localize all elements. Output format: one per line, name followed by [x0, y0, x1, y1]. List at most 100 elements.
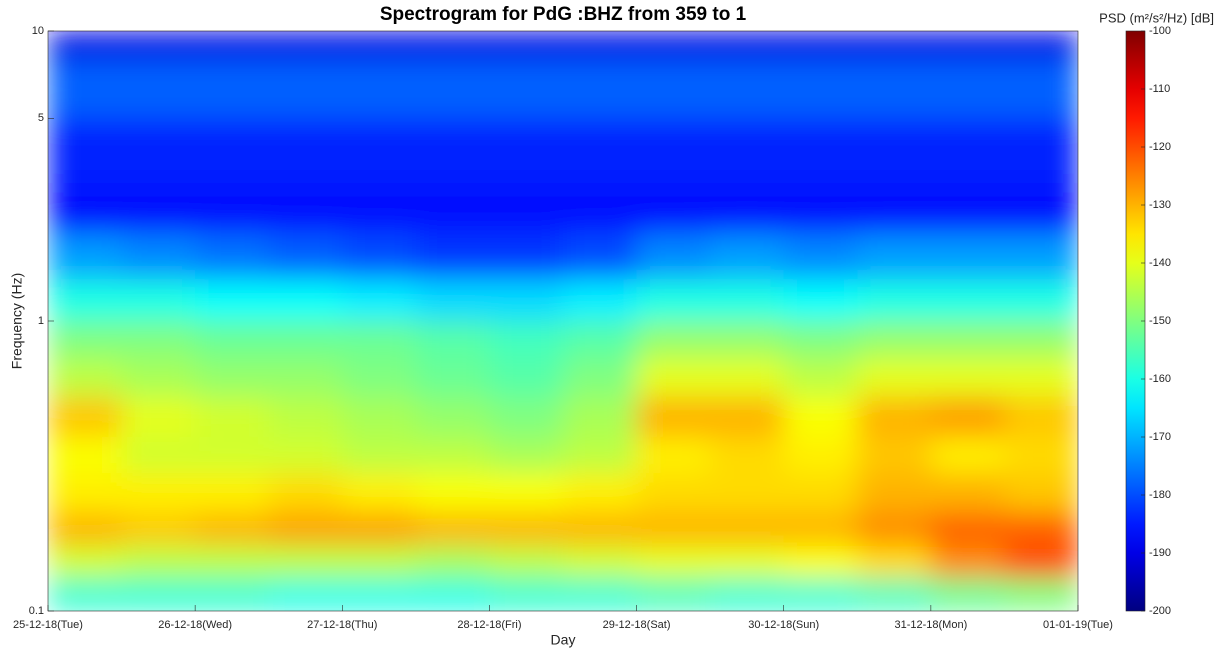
spectrogram-cell [342, 577, 417, 611]
spectrogram-cell [857, 278, 932, 322]
spectrogram-cell [1004, 233, 1078, 280]
spectrogram-cell [783, 233, 858, 280]
spectrogram-cell [489, 233, 564, 280]
spectrogram-cell [563, 182, 638, 235]
colorbar-tick-label: -120 [1149, 141, 1171, 153]
spectrogram-cell [268, 321, 343, 358]
colorbar-tick-label: -110 [1149, 83, 1170, 95]
spectrogram-cell [1004, 31, 1078, 60]
spectrogram-cell [783, 118, 858, 184]
spectrogram-cell [195, 577, 270, 611]
spectrogram-cell [710, 436, 785, 474]
spectrogram-cell [636, 31, 711, 60]
spectrogram-cell [710, 233, 785, 280]
spectrogram-cell [121, 436, 196, 474]
spectrogram-cell [930, 31, 1005, 60]
spectrogram-cell [121, 472, 196, 513]
spectrogram-cell [1004, 278, 1078, 322]
spectrogram-cell [48, 396, 123, 437]
colorbar-tick-label: -140 [1149, 257, 1171, 269]
spectrogram-cell [636, 118, 711, 184]
spectrogram-cell [930, 233, 1005, 280]
spectrogram-cell [783, 59, 858, 119]
spectrogram-cell [857, 544, 932, 579]
spectrogram-cell [783, 321, 858, 358]
spectrogram-cell [489, 278, 564, 322]
spectrogram-cell [930, 511, 1005, 545]
spectrogram-cell [121, 182, 196, 235]
spectrogram-cell [268, 233, 343, 280]
spectrogram-cell [415, 118, 490, 184]
spectrogram-cell [857, 511, 932, 545]
spectrogram-cell [268, 278, 343, 322]
spectrogram-cell [636, 59, 711, 119]
spectrogram-cell [857, 59, 932, 119]
spectrogram-cell [48, 182, 123, 235]
spectrogram-cell [710, 357, 785, 397]
spectrogram-cell [783, 544, 858, 579]
spectrogram-cell [342, 233, 417, 280]
spectrogram-cell [563, 59, 638, 119]
spectrogram-cell [415, 59, 490, 119]
spectrogram-cell [195, 182, 270, 235]
spectrogram-cell [415, 396, 490, 437]
x-tick-label: 29-12-18(Sat) [603, 619, 671, 631]
x-tick-label: 01-01-19(Tue) [1043, 619, 1113, 631]
spectrogram-cell [930, 472, 1005, 513]
spectrogram-cell [415, 511, 490, 545]
spectrogram-cell [930, 396, 1005, 437]
spectrogram-cell [121, 577, 196, 611]
spectrogram-cell [857, 182, 932, 235]
spectrogram-cell [783, 278, 858, 322]
spectrogram-cell [342, 357, 417, 397]
x-tick-label: 25-12-18(Tue) [13, 619, 83, 631]
colorbar-tick-label: -170 [1149, 431, 1171, 443]
spectrogram-cell [636, 233, 711, 280]
spectrogram-cell [857, 472, 932, 513]
spectrogram-cell [121, 59, 196, 119]
spectrogram-cell [563, 436, 638, 474]
spectrogram-cell [195, 357, 270, 397]
spectrogram-cell [857, 577, 932, 611]
chart-title: Spectrogram for PdG :BHZ from 359 to 1 [380, 4, 747, 25]
spectrogram-cell [1004, 118, 1078, 184]
spectrogram-cell [636, 396, 711, 437]
spectrogram-cell [415, 472, 490, 513]
colorbar-tick-label: -150 [1149, 315, 1171, 327]
colorbar-tick-label: -180 [1149, 489, 1171, 501]
spectrogram-cell [268, 182, 343, 235]
heatmap-cells [48, 31, 1078, 611]
spectrogram-cell [268, 357, 343, 397]
spectrogram-cell [268, 544, 343, 579]
spectrogram-cell [48, 436, 123, 474]
spectrogram-cell [415, 357, 490, 397]
spectrogram-cell [195, 233, 270, 280]
spectrogram-cell [783, 511, 858, 545]
spectrogram-cell [783, 396, 858, 437]
spectrogram-cell [710, 577, 785, 611]
spectrogram-cell [857, 436, 932, 474]
spectrogram-cell [121, 511, 196, 545]
spectrogram-cell [710, 182, 785, 235]
spectrogram-cell [710, 278, 785, 322]
spectrogram-cell [489, 472, 564, 513]
spectrogram-cell [563, 396, 638, 437]
spectrogram-cell [342, 396, 417, 437]
spectrogram-cell [195, 396, 270, 437]
y-tick-label: 1 [38, 315, 44, 327]
spectrogram-cell [342, 118, 417, 184]
y-tick-label: 0.1 [29, 605, 44, 617]
spectrogram-cell [195, 472, 270, 513]
spectrogram-cell [48, 59, 123, 119]
spectrogram-cell [489, 396, 564, 437]
spectrogram-cell [415, 544, 490, 579]
spectrogram-cell [268, 118, 343, 184]
colorbar-tick-label: -190 [1149, 547, 1171, 559]
spectrogram-cell [857, 233, 932, 280]
spectrogram-cell [489, 182, 564, 235]
spectrogram-cell [342, 31, 417, 60]
spectrogram-cell [857, 357, 932, 397]
spectrogram-cell [195, 321, 270, 358]
spectrogram-cell [268, 396, 343, 437]
